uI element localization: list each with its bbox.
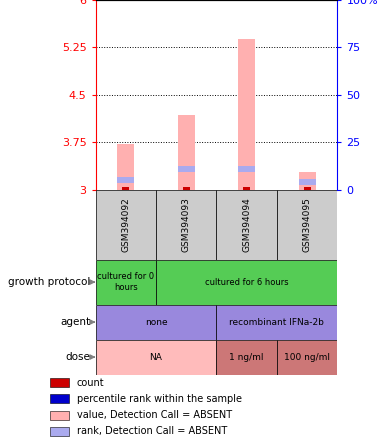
Text: NA: NA bbox=[149, 353, 163, 361]
Bar bbox=[216, 190, 277, 260]
Bar bbox=[183, 187, 190, 190]
Text: GSM394092: GSM394092 bbox=[121, 197, 130, 252]
Bar bbox=[156, 190, 216, 260]
Bar bbox=[50, 427, 69, 436]
Text: none: none bbox=[145, 317, 167, 326]
Text: rank, Detection Call = ABSENT: rank, Detection Call = ABSENT bbox=[76, 426, 227, 436]
Text: GSM394093: GSM394093 bbox=[182, 197, 191, 252]
Bar bbox=[178, 166, 195, 172]
Text: cultured for 0
hours: cultured for 0 hours bbox=[97, 272, 154, 292]
Text: recombinant IFNa-2b: recombinant IFNa-2b bbox=[229, 317, 324, 326]
Text: GSM394095: GSM394095 bbox=[303, 197, 312, 252]
Bar bbox=[299, 172, 316, 190]
Bar bbox=[117, 177, 134, 183]
Bar bbox=[50, 411, 69, 420]
Bar bbox=[243, 187, 250, 190]
Text: 1 ng/ml: 1 ng/ml bbox=[229, 353, 264, 361]
Bar bbox=[299, 179, 316, 185]
Bar bbox=[122, 187, 129, 190]
Bar bbox=[304, 187, 310, 190]
Bar bbox=[238, 166, 255, 172]
Bar bbox=[50, 394, 69, 404]
Text: count: count bbox=[76, 378, 104, 388]
Text: value, Detection Call = ABSENT: value, Detection Call = ABSENT bbox=[76, 410, 232, 420]
Text: percentile rank within the sample: percentile rank within the sample bbox=[76, 394, 241, 404]
Text: dose: dose bbox=[66, 352, 94, 362]
Bar bbox=[277, 340, 337, 375]
Bar bbox=[96, 260, 156, 305]
Bar bbox=[216, 305, 337, 340]
Text: agent: agent bbox=[60, 317, 94, 327]
Text: GSM394094: GSM394094 bbox=[242, 197, 251, 252]
Bar bbox=[117, 144, 134, 190]
Bar bbox=[216, 340, 277, 375]
Text: growth protocol: growth protocol bbox=[8, 277, 94, 287]
Bar bbox=[178, 115, 195, 190]
Bar bbox=[96, 190, 156, 260]
Bar bbox=[238, 39, 255, 190]
Text: 100 ng/ml: 100 ng/ml bbox=[284, 353, 330, 361]
Text: cultured for 6 hours: cultured for 6 hours bbox=[205, 278, 289, 286]
Bar bbox=[50, 378, 69, 387]
Bar bbox=[277, 190, 337, 260]
Bar bbox=[96, 340, 216, 375]
Bar bbox=[96, 305, 216, 340]
Bar bbox=[156, 260, 337, 305]
